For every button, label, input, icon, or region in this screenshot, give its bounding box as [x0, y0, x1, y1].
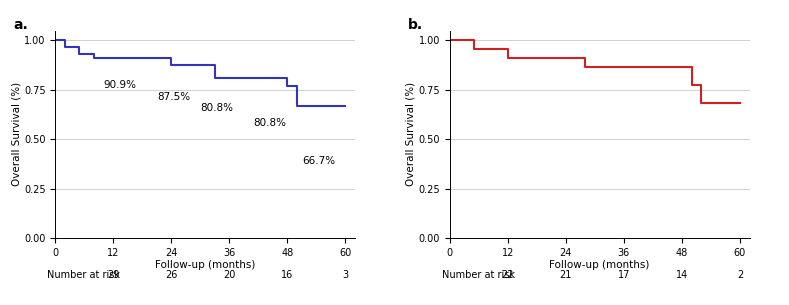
Text: 14: 14 [675, 270, 688, 279]
Text: b.: b. [408, 18, 423, 32]
Text: 66.7%: 66.7% [302, 156, 335, 166]
Text: 80.8%: 80.8% [253, 118, 286, 128]
Text: 29: 29 [107, 270, 119, 279]
Text: 80.8%: 80.8% [200, 103, 234, 113]
Text: 20: 20 [223, 270, 235, 279]
Text: a.: a. [13, 18, 28, 32]
Text: Number at risk: Number at risk [442, 270, 515, 279]
Text: 22: 22 [502, 270, 514, 279]
X-axis label: Follow-up (months): Follow-up (months) [155, 260, 256, 271]
Text: 21: 21 [559, 270, 572, 279]
Text: 90.9%: 90.9% [103, 80, 136, 90]
Text: 87.5%: 87.5% [157, 92, 190, 102]
Text: 16: 16 [281, 270, 294, 279]
Text: 26: 26 [165, 270, 178, 279]
Y-axis label: Overall Survival (%): Overall Survival (%) [11, 82, 21, 186]
Text: 17: 17 [618, 270, 630, 279]
Text: Number at risk: Number at risk [47, 270, 121, 279]
Text: 3: 3 [342, 270, 349, 279]
Text: 2: 2 [737, 270, 743, 279]
X-axis label: Follow-up (months): Follow-up (months) [549, 260, 650, 271]
Y-axis label: Overall Survival (%): Overall Survival (%) [406, 82, 416, 186]
